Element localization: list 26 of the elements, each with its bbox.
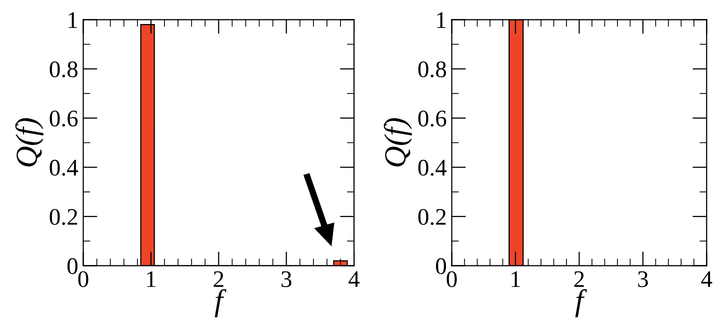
x-tick-label: 3 <box>638 271 648 288</box>
y-tick-label: 0.2 <box>50 208 78 226</box>
x-tick-label: 0 <box>78 271 88 288</box>
x-tick-label: 0 <box>446 271 457 288</box>
y-tick-label: 0.8 <box>50 61 78 78</box>
y-tick-label: 0.4 <box>418 160 447 176</box>
y-tick-label: 0 <box>67 258 78 274</box>
x-tick-label: 1 <box>512 271 520 287</box>
y-tick-label: 0.2 <box>418 208 446 226</box>
x-axis-title: f <box>575 289 587 318</box>
y-tick-label: 0.4 <box>50 160 78 176</box>
y-tick-label: 0.8 <box>418 61 446 78</box>
y-tick-label: 0.6 <box>418 110 446 127</box>
x-tick-label: 2 <box>214 271 224 287</box>
x-tick-label: 1 <box>147 271 156 287</box>
y-tick-label: 0.6 <box>50 110 78 127</box>
y-axis-title: Q(f) <box>384 118 412 166</box>
x-axis-title: f <box>214 289 226 318</box>
x-tick-label: 4 <box>701 271 712 287</box>
x-tick-label: 3 <box>282 271 292 288</box>
x-tick-label: 4 <box>348 271 360 287</box>
y-tick-label: 1 <box>68 12 77 28</box>
x-tick-label: 2 <box>574 271 584 287</box>
y-axis-title: Q(f) <box>15 118 44 166</box>
y-tick-label: 1 <box>437 12 446 28</box>
y-tick-label: 0 <box>436 258 446 274</box>
